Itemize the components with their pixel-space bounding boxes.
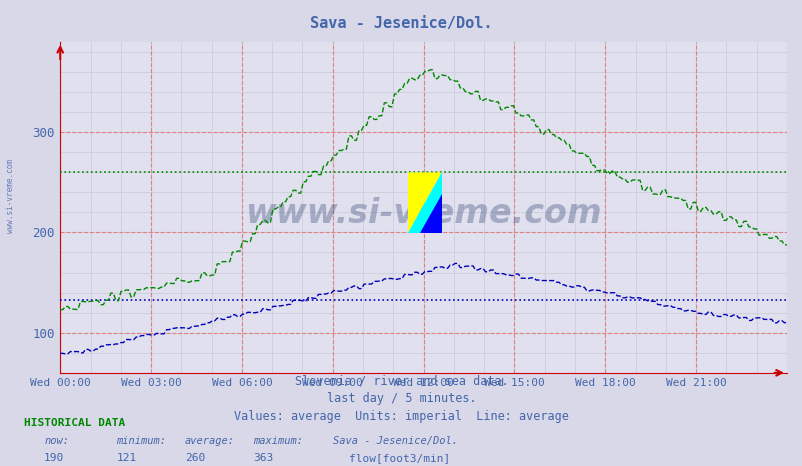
- Text: 121: 121: [116, 453, 136, 463]
- Text: www.si-vreme.com: www.si-vreme.com: [245, 198, 602, 231]
- Text: maximum:: maximum:: [253, 436, 302, 446]
- Polygon shape: [419, 194, 441, 233]
- Text: Sava - Jesenice/Dol.: Sava - Jesenice/Dol.: [333, 436, 458, 446]
- Text: minimum:: minimum:: [116, 436, 166, 446]
- Text: last day / 5 minutes.: last day / 5 minutes.: [326, 392, 476, 405]
- Text: Sava - Jesenice/Dol.: Sava - Jesenice/Dol.: [310, 16, 492, 31]
- Text: flow[foot3/min]: flow[foot3/min]: [349, 453, 450, 463]
- Text: 363: 363: [253, 453, 273, 463]
- Polygon shape: [407, 172, 441, 233]
- Text: 190: 190: [44, 453, 64, 463]
- Text: now:: now:: [44, 436, 69, 446]
- Text: 260: 260: [184, 453, 205, 463]
- Text: Slovenia / river and sea data.: Slovenia / river and sea data.: [294, 375, 508, 387]
- Text: HISTORICAL DATA: HISTORICAL DATA: [24, 418, 125, 428]
- Text: average:: average:: [184, 436, 234, 446]
- Polygon shape: [407, 172, 441, 233]
- Text: www.si-vreme.com: www.si-vreme.com: [6, 159, 15, 233]
- Text: Values: average  Units: imperial  Line: average: Values: average Units: imperial Line: av…: [233, 410, 569, 423]
